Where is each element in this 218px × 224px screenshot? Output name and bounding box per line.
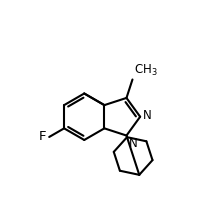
Text: CH$_3$: CH$_3$ xyxy=(134,63,157,78)
Text: N: N xyxy=(129,137,137,150)
Text: F: F xyxy=(39,130,47,143)
Text: N: N xyxy=(143,109,152,122)
